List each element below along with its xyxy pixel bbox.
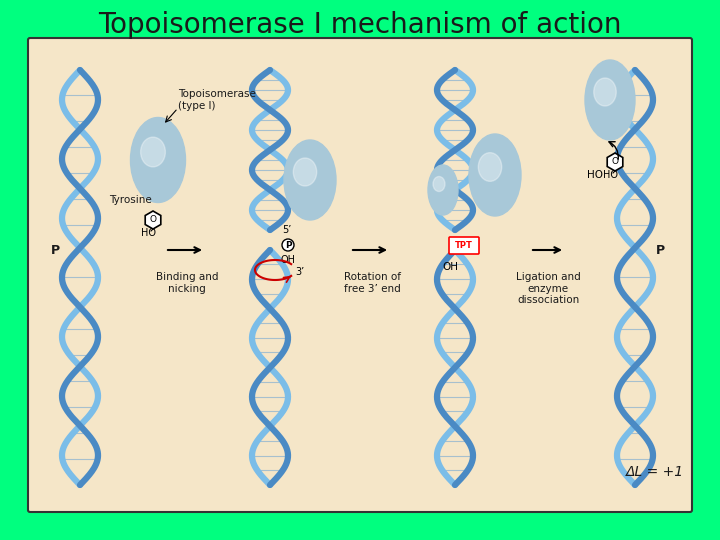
Text: ΔL = +1: ΔL = +1 <box>626 465 684 479</box>
Text: O: O <box>611 158 618 166</box>
Ellipse shape <box>284 140 336 220</box>
Text: Binding and
nicking: Binding and nicking <box>156 272 218 294</box>
Text: P: P <box>655 244 665 256</box>
Text: 3’: 3’ <box>295 267 305 277</box>
Polygon shape <box>607 153 623 171</box>
Text: Tyrosine: Tyrosine <box>109 195 151 205</box>
Text: P: P <box>50 244 60 256</box>
Text: HO: HO <box>587 170 603 180</box>
Text: P: P <box>284 240 292 249</box>
Text: Ligation and
enzyme
dissociation: Ligation and enzyme dissociation <box>516 272 580 305</box>
FancyBboxPatch shape <box>28 38 692 512</box>
Ellipse shape <box>130 118 186 202</box>
Polygon shape <box>145 211 161 229</box>
Ellipse shape <box>140 137 166 167</box>
Text: Topoisomerase I mechanism of action: Topoisomerase I mechanism of action <box>98 11 622 39</box>
Text: HO: HO <box>142 228 156 238</box>
Circle shape <box>282 239 294 251</box>
Ellipse shape <box>478 153 502 181</box>
Text: Topoisomerase
(type I): Topoisomerase (type I) <box>178 89 256 111</box>
Ellipse shape <box>433 177 445 192</box>
Text: O: O <box>150 215 156 225</box>
Ellipse shape <box>469 134 521 216</box>
Text: 5’: 5’ <box>282 225 292 235</box>
Ellipse shape <box>594 78 616 106</box>
Text: Rotation of
free 3’ end: Rotation of free 3’ end <box>343 272 400 294</box>
Text: HO: HO <box>603 170 618 180</box>
Ellipse shape <box>293 158 317 186</box>
Text: TPT: TPT <box>455 240 473 249</box>
FancyBboxPatch shape <box>449 237 479 254</box>
Ellipse shape <box>585 60 635 140</box>
Text: OH: OH <box>442 262 458 272</box>
Text: OH: OH <box>281 255 295 265</box>
Ellipse shape <box>428 165 458 215</box>
